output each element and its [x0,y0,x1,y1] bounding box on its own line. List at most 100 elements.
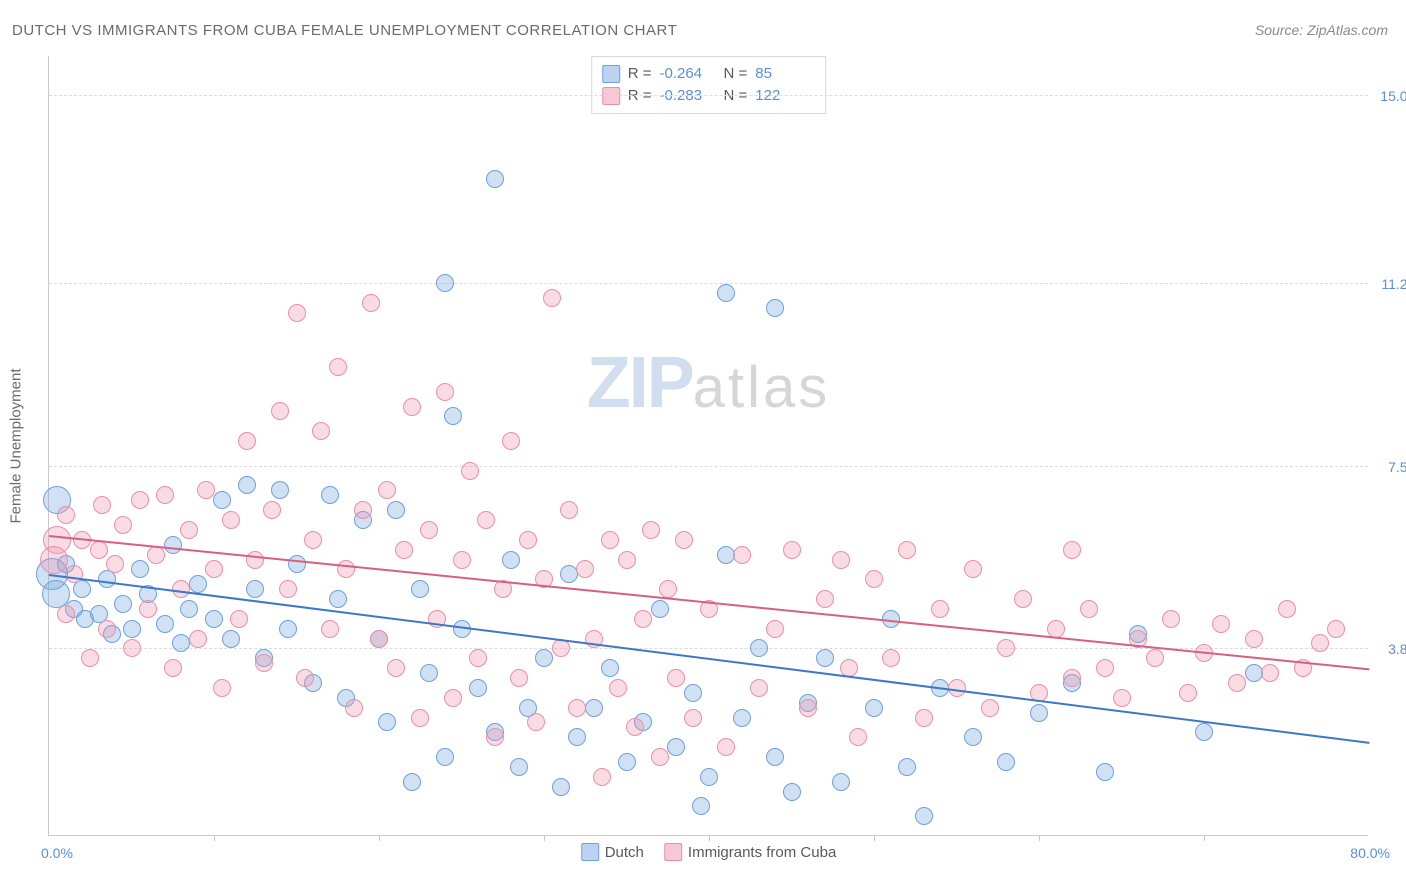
data-point [395,541,413,559]
data-point [263,501,281,519]
data-point [717,546,735,564]
data-point [403,398,421,416]
data-point [1245,630,1263,648]
data-point [981,699,999,717]
data-point [816,649,834,667]
x-tick [1204,835,1205,841]
scatter-plot-area: ZIPatlas 0.0% 80.0% R =-0.264N =85R =-0.… [48,56,1368,836]
n-value: 85 [755,63,811,85]
data-point [700,768,718,786]
data-point [1245,664,1263,682]
data-point [651,748,669,766]
gridline: 15.0% [49,95,1368,96]
data-point [156,486,174,504]
watermark: ZIPatlas [587,342,831,424]
data-point [213,679,231,697]
x-tick [214,835,215,841]
data-point [832,551,850,569]
data-point [1047,620,1065,638]
data-point [486,728,504,746]
data-point [552,639,570,657]
data-point [461,462,479,480]
data-point [436,274,454,292]
y-tick-label: 7.5% [1388,459,1406,475]
data-point [915,709,933,727]
data-point [1063,541,1081,559]
data-point [139,600,157,618]
data-point [717,284,735,302]
data-point [40,546,68,574]
data-point [659,580,677,598]
data-point [783,783,801,801]
data-point [189,575,207,593]
data-point [205,560,223,578]
legend-item: Immigrants from Cuba [664,843,836,861]
legend-label: Immigrants from Cuba [688,844,836,861]
data-point [164,536,182,554]
data-point [271,402,289,420]
data-point [279,620,297,638]
data-point [783,541,801,559]
data-point [799,699,817,717]
data-point [502,432,520,450]
data-point [304,531,322,549]
series-legend: Dutch Immigrants from Cuba [581,843,837,861]
data-point [519,531,537,549]
legend-label: Dutch [605,844,644,861]
data-point [1146,649,1164,667]
data-point [1096,659,1114,677]
data-point [205,610,223,628]
data-point [609,679,627,697]
data-point [123,620,141,638]
data-point [560,501,578,519]
data-point [634,610,652,628]
data-point [832,773,850,791]
data-point [444,407,462,425]
data-point [197,481,215,499]
data-point [98,620,116,638]
data-point [543,289,561,307]
data-point [964,728,982,746]
data-point [57,605,75,623]
r-label: R = [628,63,652,85]
data-point [750,639,768,657]
data-point [675,531,693,549]
legend-swatch [664,843,682,861]
data-point [898,541,916,559]
data-point [387,659,405,677]
data-point [882,649,900,667]
data-point [997,639,1015,657]
gridline: 7.5% [49,466,1368,467]
data-point [766,299,784,317]
legend-swatch [581,843,599,861]
data-point [378,481,396,499]
source-attribution: Source: ZipAtlas.com [1255,22,1388,38]
data-point [246,580,264,598]
data-point [189,630,207,648]
data-point [816,590,834,608]
data-point [898,758,916,776]
data-point [329,358,347,376]
data-point [114,516,132,534]
data-point [411,709,429,727]
data-point [337,560,355,578]
data-point [329,590,347,608]
data-point [453,551,471,569]
x-tick [1039,835,1040,841]
data-point [106,555,124,573]
data-point [1113,689,1131,707]
data-point [568,699,586,717]
data-point [411,580,429,598]
data-point [321,620,339,638]
data-point [667,738,685,756]
data-point [81,649,99,667]
data-point [436,383,454,401]
data-point [585,699,603,717]
data-point [312,422,330,440]
y-tick-label: 11.2% [1381,276,1406,292]
data-point [288,304,306,322]
data-point [93,496,111,514]
data-point [387,501,405,519]
data-point [1096,763,1114,781]
data-point [1063,669,1081,687]
